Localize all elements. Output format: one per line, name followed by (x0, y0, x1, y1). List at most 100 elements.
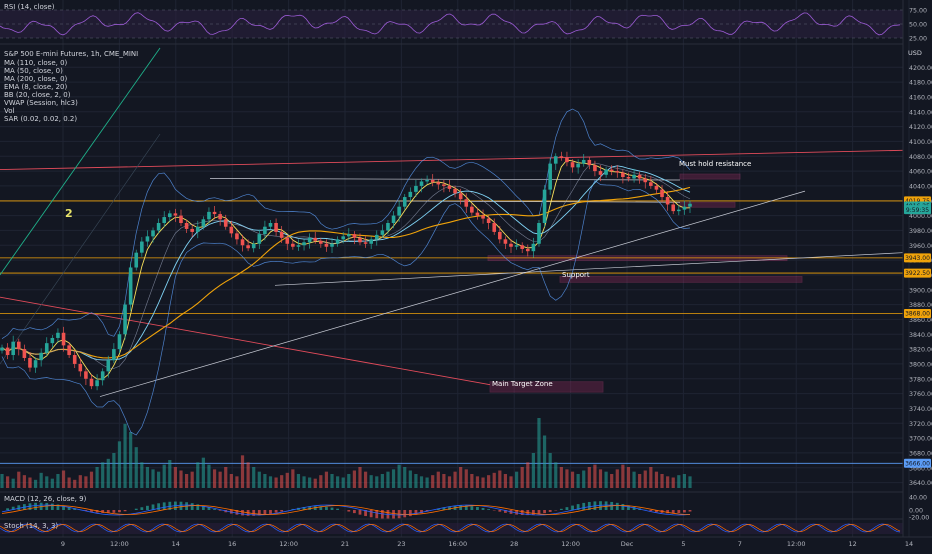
macd-histogram-bar (689, 510, 692, 512)
candle-body (582, 160, 586, 164)
indicator-ema8[interactable]: EMA (8, close, 20) (4, 83, 67, 91)
time-tick-label: 12:00 (110, 540, 129, 548)
candle-body (615, 171, 619, 172)
volume-bar (112, 453, 115, 488)
candle-body (230, 227, 234, 234)
volume-bar (17, 472, 20, 488)
candle-body (56, 333, 60, 338)
candle-body (129, 268, 133, 305)
volume-bar (504, 474, 507, 488)
macd-histogram-bar (566, 507, 569, 510)
indicator-vwap[interactable]: VWAP (Session, hlc3) (4, 99, 78, 107)
macd-histogram-bar (17, 505, 20, 510)
candle-body (146, 236, 150, 241)
volume-bar (588, 467, 591, 488)
candle-body (174, 213, 178, 215)
candle-body (649, 182, 653, 186)
time-tick-label: 28 (510, 540, 518, 548)
time-tick-label: 12:00 (561, 540, 580, 548)
indicator-ma110[interactable]: MA (110, close, 0) (4, 59, 67, 67)
candle-body (73, 355, 77, 364)
volume-bar (342, 478, 345, 489)
volume-bar (498, 471, 501, 489)
candle-body (604, 170, 608, 175)
volume-bar (0, 474, 3, 488)
candle-body (23, 349, 27, 358)
indicator-ma200[interactable]: MA (200, close, 0) (4, 75, 67, 83)
macd-histogram-bar (543, 510, 546, 513)
volume-bar (532, 453, 535, 488)
volume-bar (202, 458, 205, 488)
indicator-bb[interactable]: BB (20, close, 2, 0) (4, 91, 71, 99)
candle-body (297, 245, 301, 246)
volume-bar (571, 472, 574, 488)
price-badge-label: 3868.00 (905, 311, 930, 318)
time-tick-label: 14 (905, 540, 913, 548)
macd-histogram-bar (180, 502, 183, 510)
candle-body (162, 217, 166, 223)
time-tick-label: Dec (621, 540, 634, 548)
indicator-sar[interactable]: SAR (0.02, 0.02, 0.2) (4, 115, 77, 123)
volume-bar (308, 478, 311, 489)
candle-body (313, 238, 317, 241)
volume-bar (157, 472, 160, 488)
indicator-ma50[interactable]: MA (50, close, 0) (4, 67, 63, 75)
macd-histogram-bar (118, 510, 121, 512)
volume-bar (487, 475, 490, 488)
candle-body (565, 158, 569, 162)
volume-bar (40, 473, 43, 488)
volume-bar (560, 467, 563, 488)
time-tick-label: 21 (341, 540, 349, 548)
symbol-title[interactable]: S&P 500 E-mini Futures, 1h, CME_MINI (4, 50, 138, 58)
indicator-vol[interactable]: Vol (4, 107, 14, 115)
candle-body (319, 241, 323, 244)
volume-bar (386, 472, 389, 488)
volume-bar (123, 424, 126, 488)
volume-bar (314, 479, 317, 488)
candle-body (280, 232, 284, 238)
macd-histogram-bar (359, 510, 362, 515)
candle-body (6, 348, 10, 355)
volume-bar (672, 478, 675, 489)
time-tick-label: 5 (681, 540, 685, 548)
candle-body (252, 244, 256, 248)
volume-bar (632, 472, 635, 488)
candle-body (45, 343, 49, 353)
candle-body (453, 189, 457, 193)
volume-bar (258, 472, 261, 488)
volume-bar (599, 469, 602, 488)
volume-bar (621, 465, 624, 488)
macd-histogram-bar (336, 509, 339, 510)
candle-body (459, 193, 463, 199)
candle-body (235, 233, 239, 239)
candle-body (381, 230, 385, 234)
volume-bar (481, 478, 484, 489)
candle-body (554, 156, 558, 163)
volume-bar (174, 467, 177, 488)
candle-body (448, 186, 452, 189)
volume-bar (151, 469, 154, 488)
price-tick-label: 3680.00 (909, 450, 932, 457)
macd-histogram-bar (560, 509, 563, 510)
macd-histogram-bar (409, 510, 412, 516)
volume-bar (12, 479, 15, 488)
macd-histogram-bar (331, 508, 334, 510)
candle-body (655, 186, 659, 190)
volume-bar (470, 474, 473, 488)
price-tick-label: 3640.00 (909, 480, 932, 487)
volume-bar (493, 473, 496, 488)
macd-histogram-bar (135, 509, 138, 510)
volume-bar (358, 467, 361, 488)
volume-bar (274, 478, 277, 489)
volume-bar (638, 474, 641, 488)
candle-body (196, 227, 200, 232)
candle-body (683, 207, 687, 210)
candle-body (11, 342, 15, 355)
candle-body (593, 165, 597, 171)
volume-bar (252, 467, 255, 488)
candle-body (420, 181, 424, 185)
candle-body (123, 305, 127, 335)
candle-body (118, 334, 122, 349)
